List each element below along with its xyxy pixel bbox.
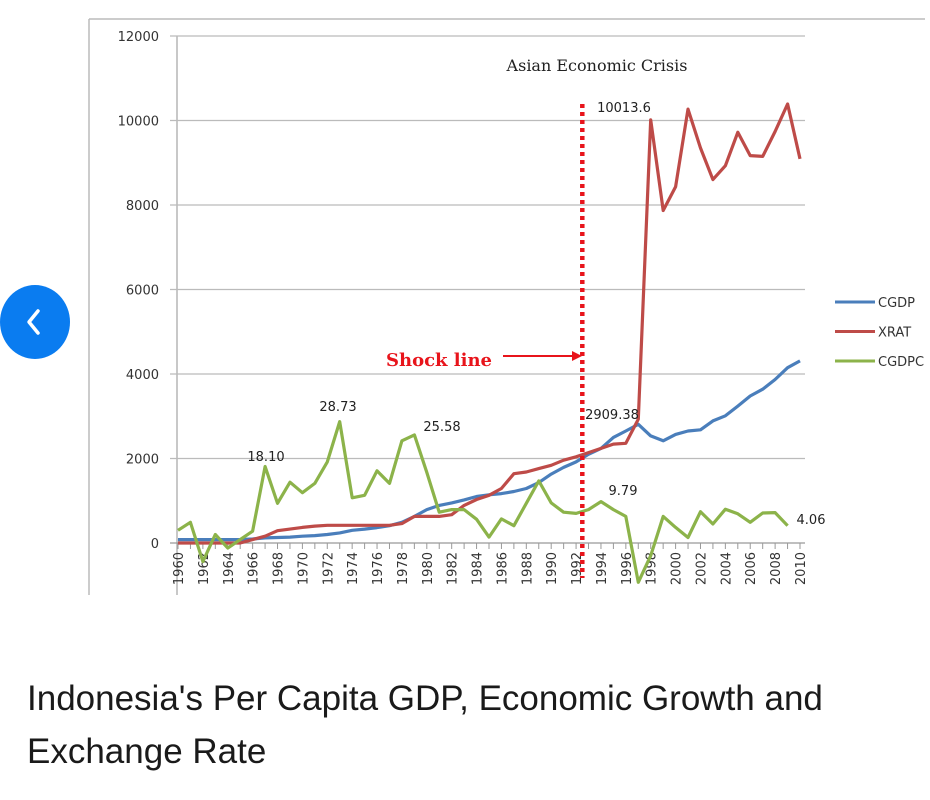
- y-tick-label: 12000: [118, 30, 159, 45]
- x-tick-label: 1962: [197, 552, 212, 585]
- data-label: 2909.38: [585, 408, 639, 423]
- x-tick-label: 1990: [545, 552, 560, 585]
- x-tick-label: 2004: [719, 552, 734, 585]
- x-tick-label: 1986: [495, 552, 510, 585]
- x-axis-ticks: 1960 1962 1964 1966 1968 1970 1972 1974 1976 1978…: [172, 543, 809, 585]
- x-tick-label: 2010: [794, 552, 809, 585]
- data-label: 18.10: [247, 450, 284, 465]
- x-tick-label: 1970: [296, 552, 311, 585]
- x-tick-label: 1978: [396, 552, 411, 585]
- x-tick-label: 1994: [595, 552, 610, 585]
- crisis-title: Asian Economic Crisis: [506, 56, 688, 75]
- series-line-cgdpc: [177, 420, 789, 584]
- y-tick-label: 2000: [126, 453, 159, 468]
- indonesia-chart: 0 2000 4000 6000 8000 10000 12000 1960 1962 1964…: [88, 18, 925, 595]
- back-button[interactable]: [0, 285, 70, 359]
- chevron-left-icon: [27, 309, 40, 335]
- x-tick-label: 1984: [471, 552, 486, 585]
- x-tick-label: 1964: [222, 552, 237, 585]
- x-tick-label: 1988: [520, 552, 535, 585]
- x-tick-label: 2000: [670, 552, 685, 585]
- y-tick-label: 6000: [126, 284, 159, 299]
- x-tick-label: 1966: [247, 552, 262, 585]
- x-tick-label: 1996: [620, 552, 635, 585]
- x-tick-label: 1974: [346, 552, 361, 585]
- legend-label-cgdp: CGDP: [878, 296, 915, 311]
- x-tick-label: 1980: [421, 552, 436, 585]
- x-tick-label: 2008: [769, 552, 784, 585]
- legend-label-cgdpc: CGDPC: [878, 355, 924, 370]
- y-tick-label: 8000: [126, 199, 159, 214]
- data-label: 25.58: [423, 420, 460, 435]
- legend: CGDP XRAT CGDPC: [835, 296, 924, 370]
- x-tick-label: 1976: [371, 552, 386, 585]
- data-label: 4.06: [797, 513, 826, 528]
- data-labels: 18.10 28.73 25.58 9.79 4.06 2909.38 10013.6: [247, 101, 825, 528]
- y-tick-label: 10000: [118, 115, 159, 130]
- x-tick-label: 1968: [272, 552, 287, 585]
- x-tick-label: 1960: [172, 552, 187, 585]
- chart-frame: [88, 18, 925, 595]
- data-label: 28.73: [319, 400, 356, 415]
- x-tick-label: 2006: [744, 552, 759, 585]
- y-tick-label: 4000: [126, 368, 159, 383]
- y-tick-label: 0: [151, 537, 159, 552]
- shock-arrow-icon: [503, 351, 582, 361]
- gridlines: [170, 35, 805, 595]
- series-lines: [177, 102, 802, 584]
- shock-label: Shock line: [386, 350, 492, 371]
- series-line-xrat: [178, 102, 802, 545]
- legend-label-xrat: XRAT: [878, 326, 911, 341]
- x-tick-label: 1982: [446, 552, 461, 585]
- x-tick-label: 1972: [321, 552, 336, 585]
- y-axis-ticks: 0 2000 4000 6000 8000 10000 12000: [118, 30, 159, 552]
- x-tick-label: 2002: [694, 552, 709, 585]
- data-label: 10013.6: [597, 101, 651, 116]
- image-caption: Indonesia's Per Capita GDP, Economic Gro…: [27, 679, 823, 771]
- data-label: 9.79: [609, 484, 638, 499]
- x-tick-label: 1998: [645, 552, 660, 585]
